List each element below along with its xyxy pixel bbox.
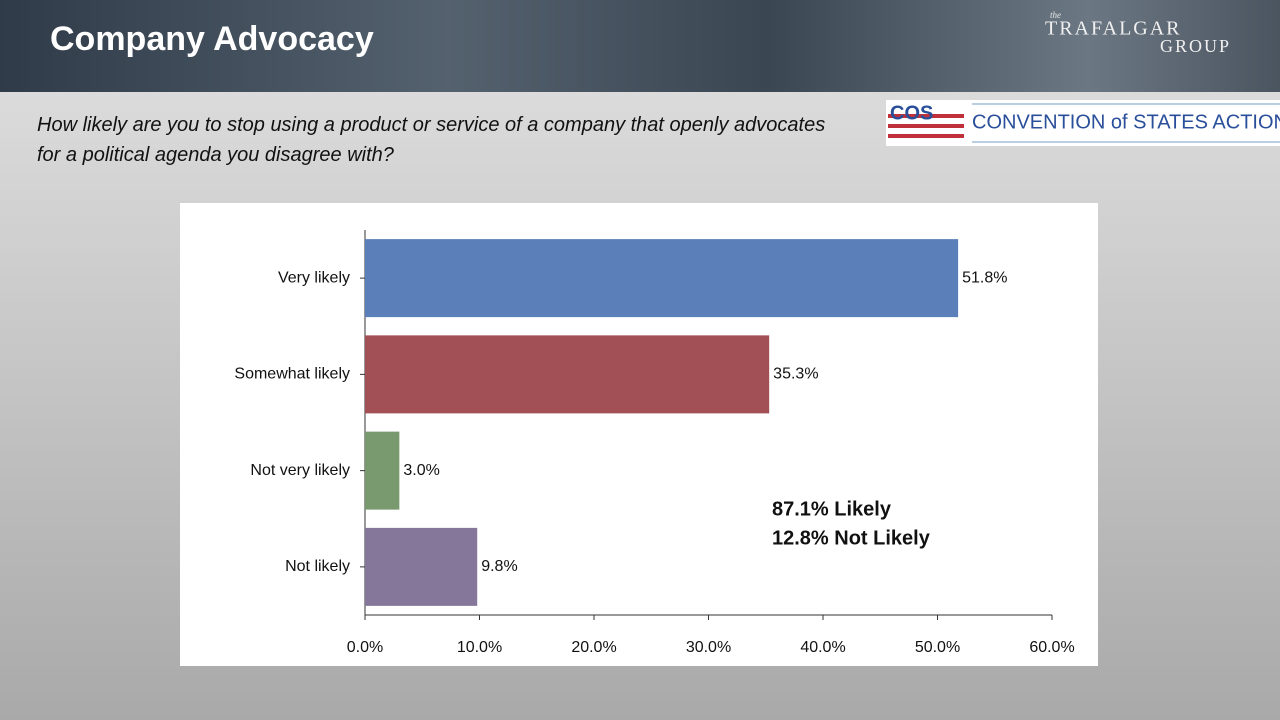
x-tick-label: 60.0% — [1029, 639, 1074, 656]
y-tick-label: Somewhat likely — [234, 366, 350, 383]
bar — [365, 431, 400, 510]
cos-name: CONVENTION of STATES ACTION — [972, 111, 1280, 133]
bar — [365, 335, 770, 414]
x-tick-label: 20.0% — [571, 639, 616, 656]
x-tick-label: 10.0% — [457, 639, 502, 656]
bar — [365, 527, 478, 606]
annotation: 12.8% Not Likely — [772, 527, 931, 549]
x-tick-label: 30.0% — [686, 639, 731, 656]
value-label: 9.8% — [481, 558, 517, 575]
x-tick-label: 50.0% — [915, 639, 960, 656]
bar — [365, 239, 959, 318]
cos-logo-art: COS CONVENTION of STATES ACTION — [888, 102, 1280, 143]
question: How likely are you to stop using a produ… — [37, 114, 826, 166]
cos-logo: COS CONVENTION of STATES ACTION — [886, 100, 1280, 146]
x-tick-label: 40.0% — [800, 639, 845, 656]
y-tick-label: Not likely — [285, 558, 350, 575]
y-tick-label: Very likely — [278, 269, 350, 286]
logo-the: the — [1050, 10, 1061, 20]
x-tick-label: 0.0% — [347, 639, 383, 656]
logo-trafalgar: TRAFALGAR — [1045, 18, 1182, 40]
value-label: 51.8% — [962, 269, 1007, 286]
cos-mark: COS — [890, 102, 933, 124]
header-band — [0, 0, 1280, 92]
annotation: 87.1% Likely — [772, 498, 892, 520]
slide-title: Company Advocacy — [50, 20, 374, 58]
value-label: 35.3% — [773, 366, 818, 383]
logo-group: GROUP — [1160, 36, 1231, 56]
y-tick-label: Not very likely — [250, 462, 350, 479]
value-label: 3.0% — [403, 462, 439, 479]
